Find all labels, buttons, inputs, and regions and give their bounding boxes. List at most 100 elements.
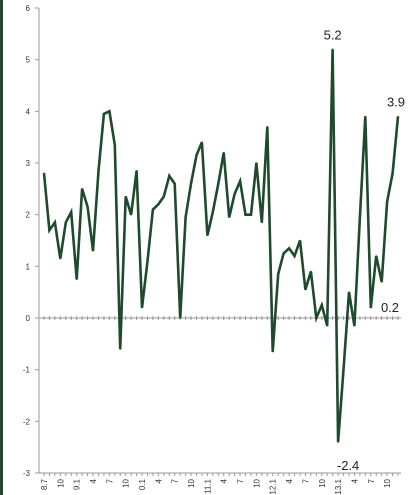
data-point (157, 203, 160, 206)
series-line (42, 49, 400, 443)
data-point (228, 216, 230, 219)
data-point (315, 317, 318, 319)
data-point (266, 126, 269, 128)
data-point (277, 273, 279, 275)
data-point (250, 213, 252, 216)
data-point (326, 324, 329, 327)
left-frame-strip (0, 0, 3, 495)
y-tick-label: 4 (26, 107, 31, 116)
x-tick-label: 4 (220, 478, 229, 483)
x-tick-label: 10 (122, 478, 131, 487)
data-point (86, 206, 89, 208)
x-tick-label: 4 (285, 478, 294, 483)
x-tick-label: 10 (187, 478, 196, 487)
data-point (271, 350, 274, 353)
data-point (124, 195, 127, 198)
x-tick-label: 7 (105, 478, 114, 483)
x-tick-label: 7 (301, 478, 310, 483)
x-tick-label: 10 (383, 478, 392, 487)
data-point (359, 216, 361, 219)
x-tick-label: 13.1 (334, 478, 343, 494)
data-point (320, 304, 323, 306)
x-tick-label: 7 (171, 478, 180, 483)
x-tick-label: 7 (236, 478, 245, 483)
data-point (190, 182, 192, 185)
data-point (212, 211, 214, 213)
y-tick-label: 2 (26, 211, 31, 220)
data-point (114, 144, 116, 146)
data-point (282, 252, 285, 255)
data-point (64, 221, 67, 224)
x-tick-label: 10 (252, 478, 261, 487)
data-point (380, 281, 383, 283)
data-point (348, 291, 350, 293)
data-point (391, 172, 394, 175)
data-point (103, 113, 105, 115)
data-point (386, 200, 388, 203)
y-tick-label: 6 (26, 4, 31, 13)
data-point (304, 288, 307, 291)
data-point (261, 221, 263, 224)
data-point (70, 211, 73, 213)
data-point (163, 195, 165, 198)
y-tick-label: 0 (26, 314, 31, 323)
x-tick-label: 0.1 (138, 478, 147, 490)
data-callout-label: -2.4 (337, 458, 359, 473)
data-point (206, 234, 209, 237)
data-point (173, 182, 176, 185)
data-point (43, 172, 45, 175)
data-point (337, 441, 339, 443)
data-point (92, 250, 94, 252)
data-point (184, 216, 187, 219)
y-tick-label: -2 (23, 417, 31, 426)
x-tick-label: 12.1 (269, 478, 278, 494)
x-tick-label: 11.1 (203, 478, 212, 494)
data-point (195, 154, 198, 157)
data-point (108, 110, 111, 113)
data-point (130, 213, 132, 216)
data-point (239, 180, 241, 182)
x-tick-label: 7 (367, 478, 376, 483)
data-point (54, 221, 56, 224)
data-point (59, 257, 62, 260)
y-tick-label: 3 (26, 159, 31, 168)
y-tick-label: 1 (26, 262, 31, 271)
data-point (168, 175, 171, 177)
data-point (81, 188, 83, 190)
data-point (119, 348, 122, 350)
data-point (364, 115, 367, 118)
data-point (244, 213, 247, 216)
data-callout-label: 0.2 (381, 300, 399, 315)
data-point (342, 368, 345, 371)
data-point (255, 162, 258, 164)
data-point (135, 169, 138, 172)
data-point (201, 141, 203, 144)
x-tick-label: 10 (318, 478, 327, 487)
data-point (331, 48, 334, 51)
data-point (152, 208, 154, 211)
data-point (293, 255, 296, 257)
data-point (141, 306, 143, 309)
data-point (233, 193, 236, 195)
data-point (222, 151, 225, 154)
data-point (179, 317, 181, 319)
data-point (369, 306, 372, 309)
y-tick-label: -3 (23, 469, 31, 478)
data-point (353, 324, 356, 327)
data-point (146, 260, 149, 262)
data-point (299, 239, 301, 242)
y-tick-label: 5 (26, 56, 31, 65)
data-point (397, 115, 399, 118)
data-point (97, 169, 100, 172)
data-callout-label: 5.2 (324, 27, 342, 42)
x-tick-label: 4 (89, 478, 98, 483)
data-point (288, 247, 290, 250)
x-tick-label: 9.1 (73, 478, 82, 490)
data-point (310, 270, 312, 273)
x-tick-label: 8.7 (40, 478, 49, 490)
x-tick-label: 4 (350, 478, 359, 483)
x-tick-label: 10 (56, 478, 65, 487)
data-point (75, 278, 78, 281)
